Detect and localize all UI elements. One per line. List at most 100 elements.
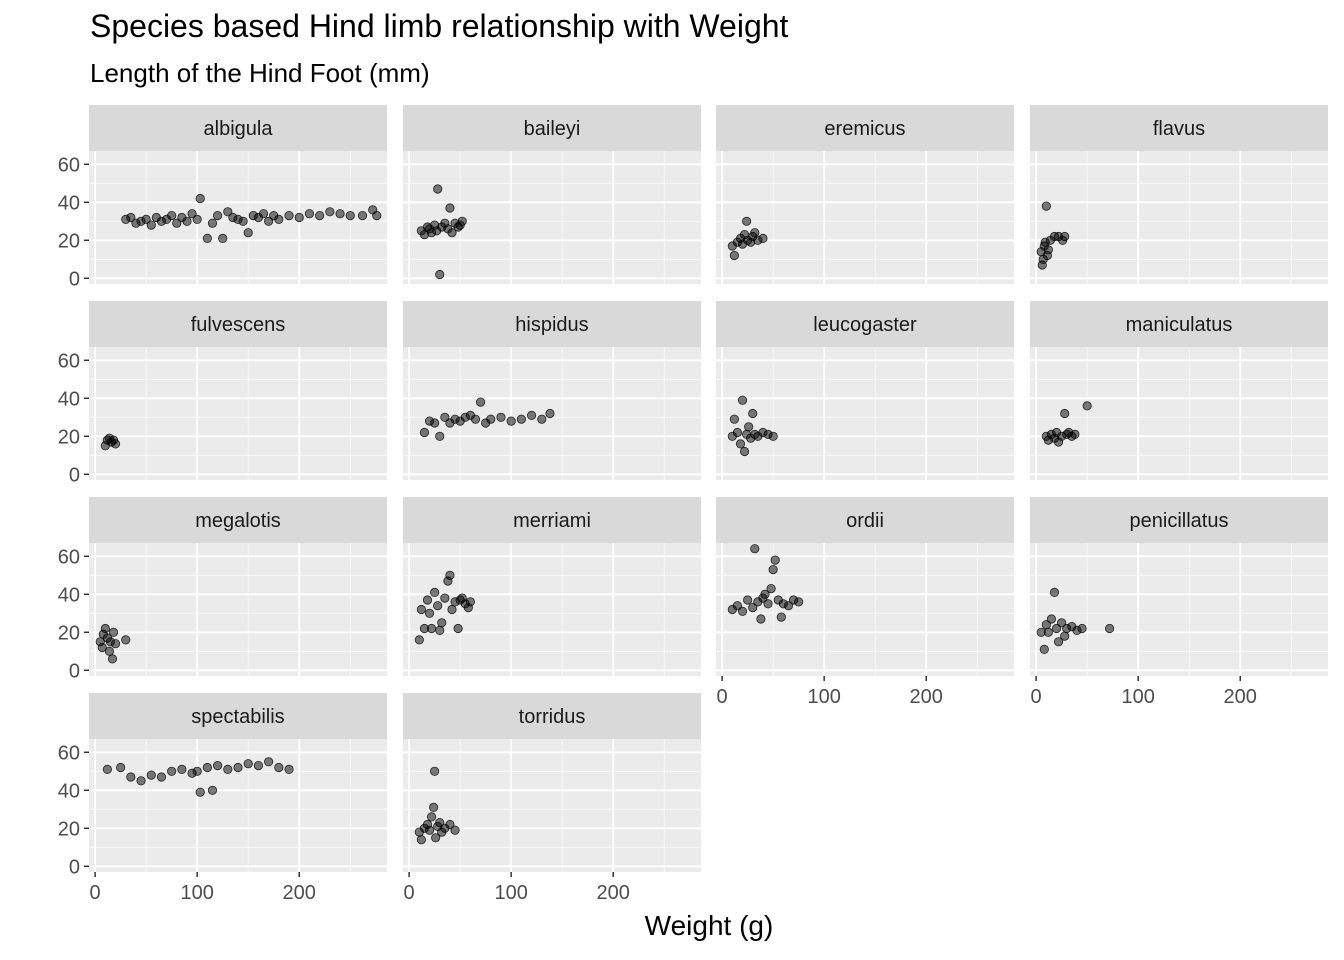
x-tick-label: 200 <box>283 882 316 904</box>
x-tick-label: 200 <box>910 686 943 708</box>
data-point <box>315 211 325 221</box>
x-tick-label: 0 <box>717 686 728 708</box>
data-point <box>1041 201 1051 211</box>
data-point <box>223 764 233 775</box>
data-point <box>1060 231 1070 242</box>
x-tick-label: 100 <box>180 882 213 904</box>
facet-strip-label: torridus <box>519 706 586 728</box>
facet-strip <box>403 105 701 151</box>
data-point <box>748 602 758 613</box>
data-point <box>195 193 205 204</box>
facet-strip-label: fulvescens <box>191 314 286 336</box>
data-point <box>758 233 768 243</box>
data-point <box>748 408 758 419</box>
data-point <box>97 642 107 653</box>
data-point <box>445 819 455 830</box>
y-tick-label: 0 <box>69 660 80 682</box>
x-tick-label: 100 <box>494 882 527 904</box>
data-point <box>760 589 770 599</box>
x-tick-label: 100 <box>1121 686 1154 708</box>
facet-strip-label: hispidus <box>515 314 588 336</box>
data-point <box>732 427 743 438</box>
data-point <box>756 614 766 624</box>
data-point <box>1043 245 1053 255</box>
facet-strip <box>89 301 387 347</box>
y-tick-label: 0 <box>69 268 80 290</box>
data-point <box>177 764 187 775</box>
data-point <box>372 211 382 221</box>
data-point <box>100 623 110 634</box>
data-point <box>253 760 264 771</box>
data-point <box>735 439 746 449</box>
chart-subtitle: Length of the Hind Foot (mm) <box>90 58 430 88</box>
data-point <box>526 410 537 420</box>
data-point <box>243 759 253 769</box>
facet-strip <box>89 105 387 151</box>
x-tick-label: 0 <box>404 882 415 904</box>
data-point <box>195 787 205 797</box>
y-tick-label: 40 <box>58 192 80 214</box>
data-point <box>192 766 202 776</box>
data-point <box>545 408 555 419</box>
data-point <box>141 214 151 224</box>
data-point <box>126 772 136 782</box>
y-tick-label: 40 <box>58 584 80 606</box>
data-point <box>794 597 804 607</box>
data-point <box>426 812 437 822</box>
y-tick-label: 60 <box>58 546 80 568</box>
data-point <box>258 209 269 219</box>
panel-background <box>89 739 387 872</box>
facet-strip-label: penicillatus <box>1130 510 1229 532</box>
data-point <box>437 618 447 628</box>
data-point <box>264 757 274 767</box>
data-point <box>729 250 739 261</box>
data-point <box>1077 623 1087 634</box>
x-axis-label: Weight (g) <box>644 910 774 941</box>
facet-strip-label: flavus <box>1153 118 1205 140</box>
data-point <box>516 414 526 424</box>
data-point <box>284 764 294 775</box>
panel-background <box>1030 543 1328 676</box>
data-point <box>207 218 218 228</box>
data-point <box>167 766 177 776</box>
facet-strip-label: albigula <box>204 118 274 140</box>
data-point <box>430 587 440 598</box>
y-tick-label: 60 <box>58 154 80 176</box>
facet-strip <box>716 497 1014 543</box>
x-tick-label: 0 <box>1031 686 1042 708</box>
y-tick-label: 20 <box>58 818 80 840</box>
data-point <box>445 570 455 580</box>
panel-background <box>716 151 1014 284</box>
data-point <box>1105 623 1115 634</box>
data-point <box>136 776 146 786</box>
data-point <box>763 599 773 609</box>
data-point <box>202 762 212 773</box>
data-point <box>146 770 156 780</box>
data-point <box>743 595 753 605</box>
data-point <box>475 397 486 407</box>
facet-strip <box>716 301 1014 347</box>
data-point <box>187 209 197 219</box>
data-point <box>742 216 752 226</box>
data-point <box>447 228 457 238</box>
data-point <box>243 228 253 238</box>
data-point <box>430 766 440 776</box>
data-point <box>1057 618 1067 628</box>
data-point <box>433 601 443 611</box>
data-point <box>1060 408 1070 419</box>
data-point <box>1043 627 1053 637</box>
facet-strip-label: eremicus <box>824 118 905 140</box>
data-point <box>424 825 435 835</box>
data-point <box>537 414 547 424</box>
facet-strip <box>403 693 701 739</box>
data-point <box>146 220 156 230</box>
data-point <box>435 625 445 636</box>
y-tick-label: 40 <box>58 780 80 802</box>
data-point <box>207 785 218 795</box>
data-point <box>737 395 748 405</box>
data-point <box>426 623 437 634</box>
facet-strip-label: baileyi <box>524 118 581 140</box>
data-point <box>212 760 223 771</box>
data-point <box>1039 644 1049 655</box>
